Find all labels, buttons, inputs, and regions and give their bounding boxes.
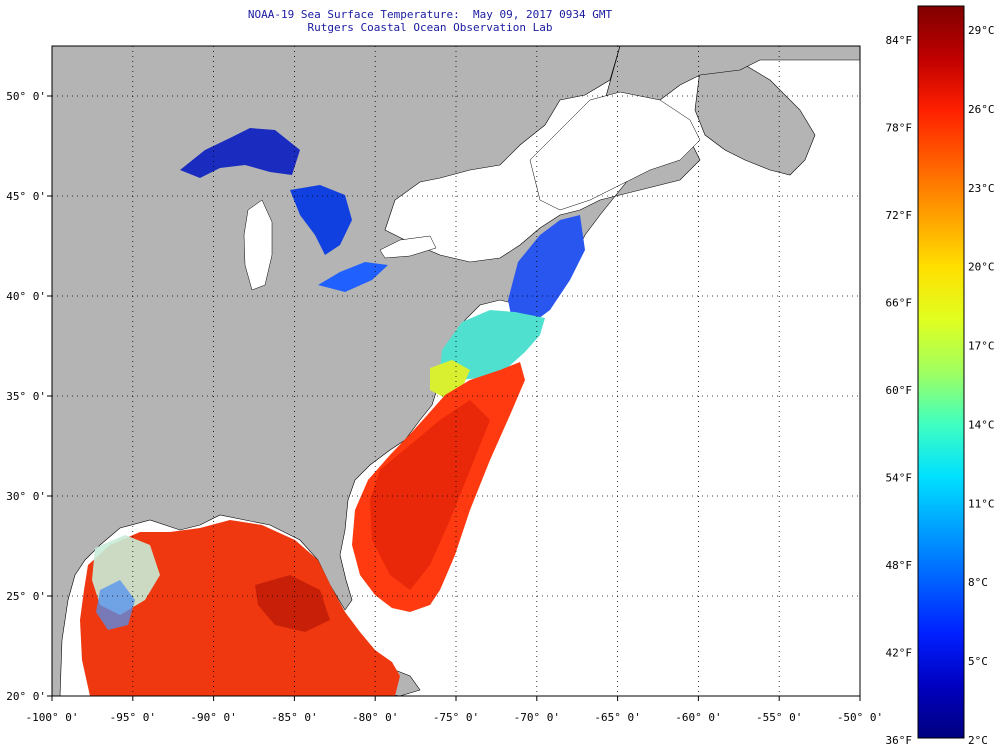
lon-tick-label: -75° 0' [433, 711, 479, 724]
land-north-america [52, 46, 701, 696]
lon-tick-label: -80° 0' [352, 711, 398, 724]
lon-tick-label: -55° 0' [756, 711, 802, 724]
map-layers [52, 46, 860, 696]
colorbar-celsius-label: 17°C [968, 340, 995, 353]
lake-michigan [243, 199, 273, 291]
land-newfoundland [694, 61, 816, 176]
sst-gulf-deep-core [255, 575, 330, 632]
gulf-st-lawrence [529, 91, 701, 211]
lon-tick-label: -50° 0' [837, 711, 883, 724]
colorbar-celsius-label: 20°C [968, 261, 995, 274]
colorbar-fahrenheit-label: 54°F [886, 472, 913, 485]
sst-gulf-stream-core [370, 400, 490, 590]
colorbar-fahrenheit-label: 66°F [886, 297, 913, 310]
colorbar-celsius-label: 26°C [968, 103, 995, 116]
lake-erie [318, 262, 388, 292]
lat-tick-label: 30° 0' [6, 490, 46, 503]
colorbar-fahrenheit-label: 78°F [886, 122, 913, 135]
lat-tick-label: 50° 0' [6, 90, 46, 103]
colorbar-celsius-label: 8°C [968, 576, 988, 589]
lat-tick-label: 20° 0' [6, 690, 46, 703]
lat-tick-label: 35° 0' [6, 390, 46, 403]
colorbar-fahrenheit-label: 48°F [886, 559, 913, 572]
colorbar-celsius-label: 5°C [968, 655, 988, 668]
colorbar-fahrenheit-label: 60°F [886, 384, 913, 397]
lon-tick-label: -60° 0' [675, 711, 721, 724]
colorbar-celsius-label: 29°C [968, 24, 995, 37]
lake-superior [180, 128, 300, 178]
sst-mid-atlantic-shelf [440, 310, 545, 380]
colorbar-fahrenheit-labels: 84°F 78°F 72°F 66°F 60°F 54°F 48°F 42°F 36°F [886, 34, 913, 747]
title-line-1: NOAA-19 Sea Surface Temperature: May 09,… [247, 8, 613, 21]
lon-tick-label: -90° 0' [190, 711, 236, 724]
sst-gulf-of-mexico [80, 520, 400, 696]
colorbar-fahrenheit-label: 72°F [886, 209, 913, 222]
plot-frame [51, 45, 861, 697]
sst-gulf-of-maine [508, 215, 585, 325]
colorbar-celsius-label: 14°C [968, 418, 995, 431]
lake-ontario [379, 235, 437, 259]
sst-gulf-blue-patches [96, 580, 135, 630]
lon-tick-label: -100° 0' [26, 711, 79, 724]
lon-tick-label: -70° 0' [514, 711, 560, 724]
lat-tick-label: 25° 0' [6, 590, 46, 603]
map-gridlines [47, 46, 861, 701]
colorbar [917, 5, 965, 739]
lake-huron [290, 185, 352, 255]
title-line-2: Rutgers Coastal Ocean Observation Lab [307, 21, 553, 34]
lat-tick-label: 40° 0' [6, 290, 46, 303]
colorbar-fahrenheit-label: 42°F [886, 647, 913, 660]
colorbar-celsius-label: 2°C [968, 734, 988, 747]
longitude-labels: -100° 0' -95° 0' -90° 0' -85° 0' -80° 0' -75°… [26, 711, 884, 724]
colorbar-celsius-label: 11°C [968, 497, 995, 510]
latitude-labels: 20° 0' 25° 0' 30° 0' 35° 0' 40° 0' 45° 0' 50° … [6, 90, 46, 703]
lon-tick-label: -85° 0' [271, 711, 317, 724]
lat-tick-label: 45° 0' [6, 190, 46, 203]
colorbar-fahrenheit-label: 36°F [886, 734, 913, 747]
lon-tick-label: -65° 0' [594, 711, 640, 724]
lon-tick-label: -95° 0' [110, 711, 156, 724]
colorbar-celsius-label: 23°C [968, 182, 995, 195]
colorbar-celsius-labels: 29°C 26°C 23°C 20°C 17°C 14°C 11°C 8°C 5°C 2°C [968, 24, 995, 747]
colorbar-fahrenheit-label: 84°F [886, 34, 913, 47]
map-title: NOAA-19 Sea Surface Temperature: May 09,… [0, 8, 860, 34]
